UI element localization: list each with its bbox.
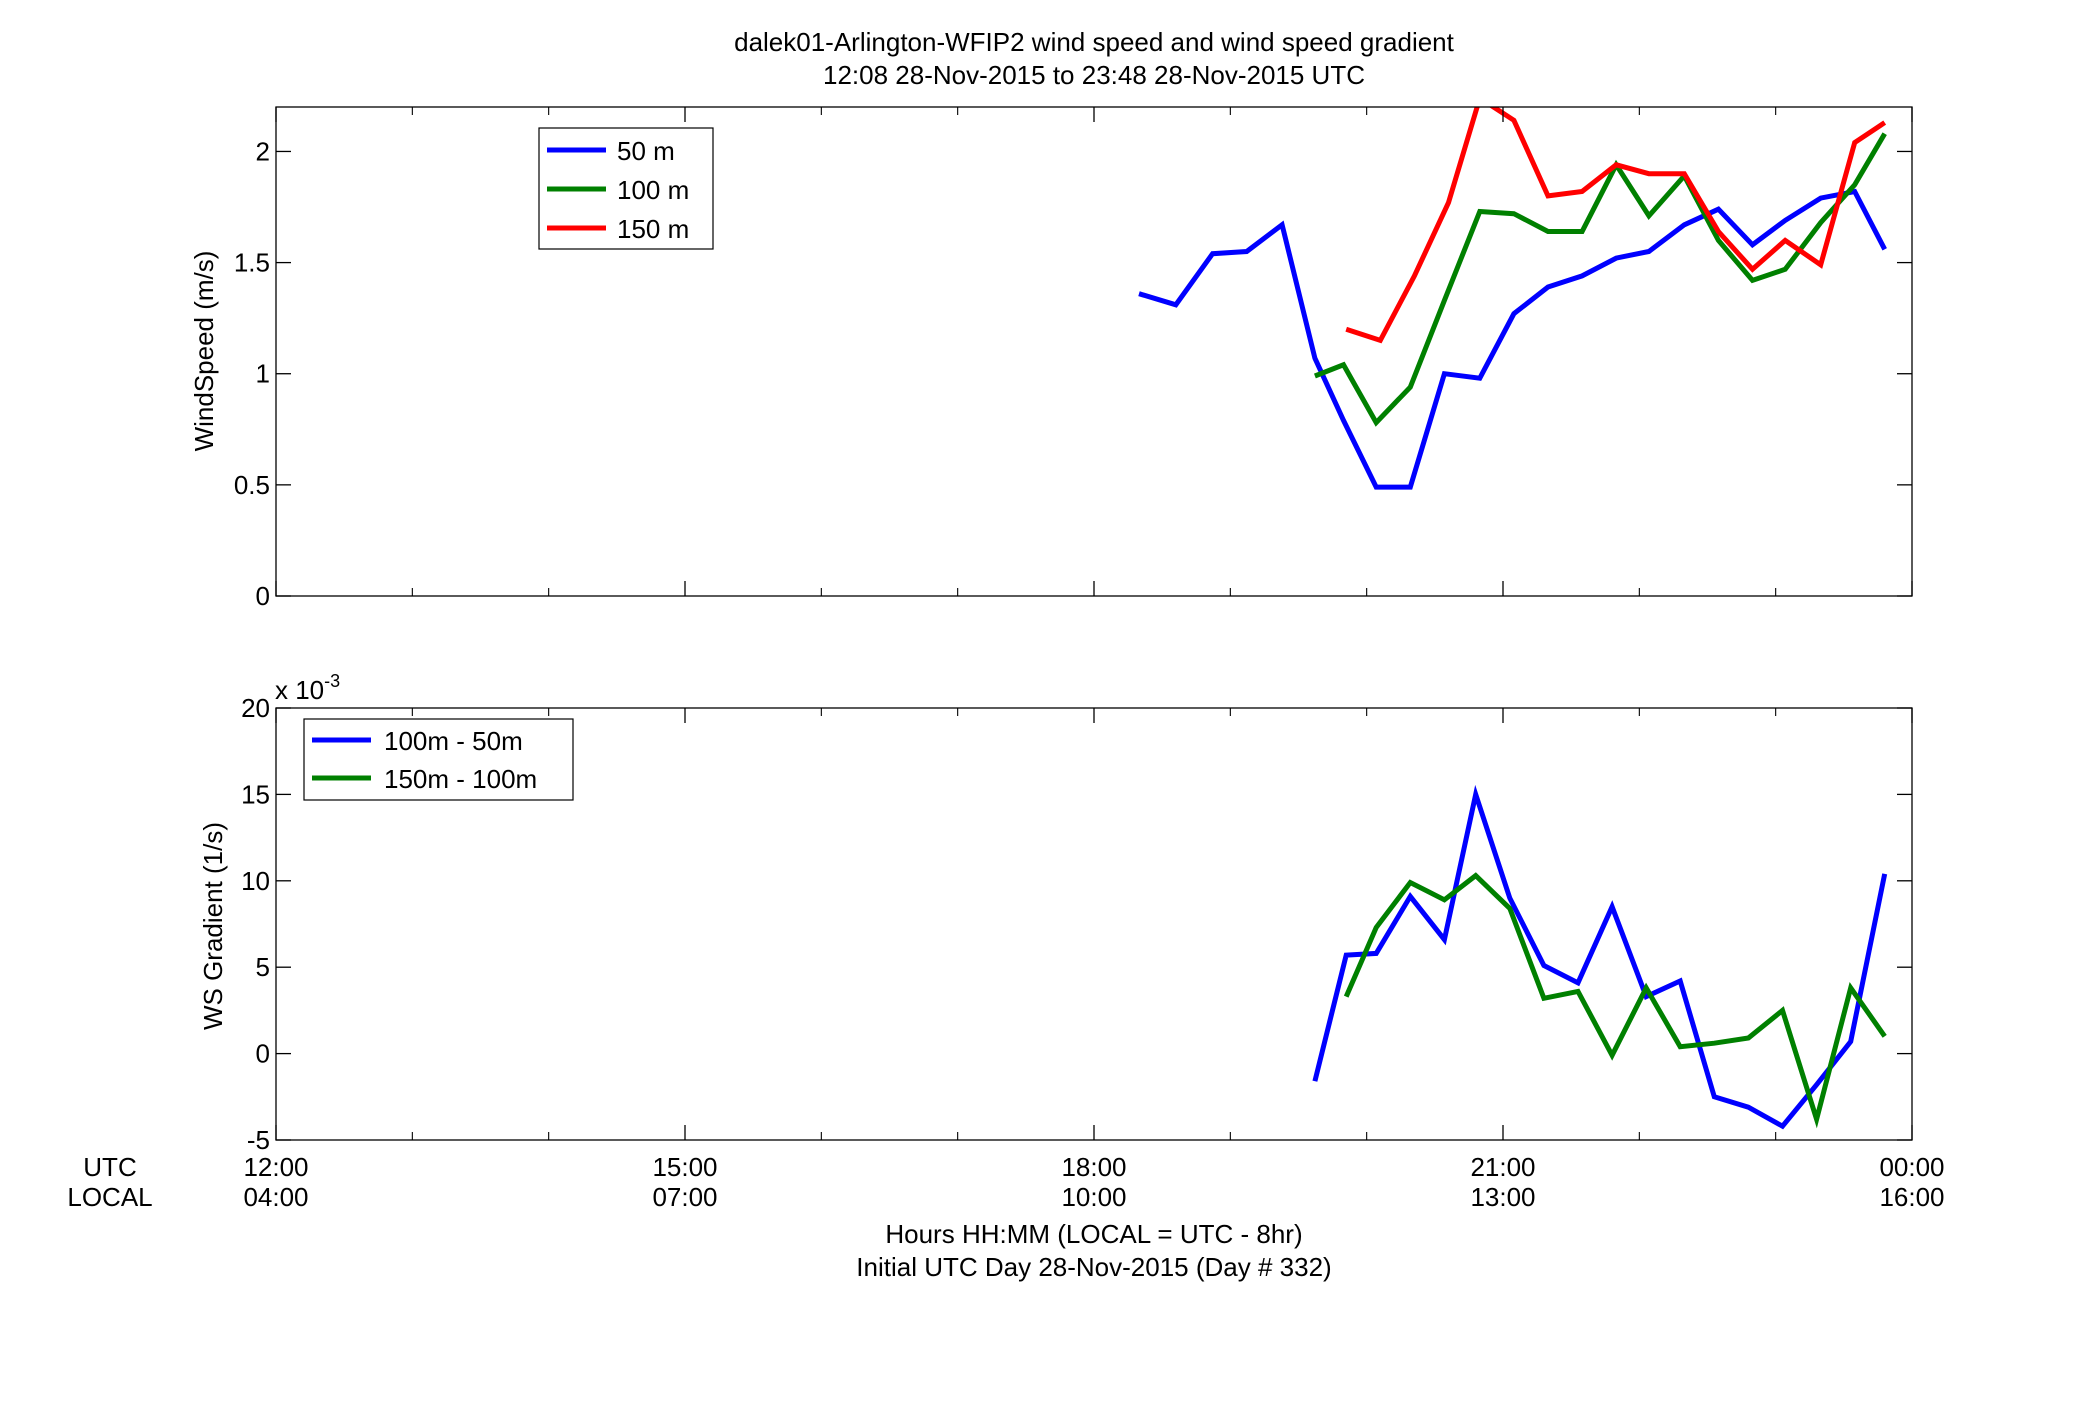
x-tick-label-local: 07:00 — [652, 1182, 717, 1212]
gradient-exponent-base: x 10 — [275, 675, 324, 705]
windspeed-y-tick-label: 1.5 — [234, 248, 270, 278]
legend-label-150m: 150 m — [617, 214, 689, 244]
windspeed-y-tick-label: 2 — [256, 136, 270, 166]
xlabel-line1: Hours HH:MM (LOCAL = UTC - 8hr) — [885, 1219, 1302, 1249]
gradient-series-line-0 — [1312, 784, 1888, 1130]
windspeed-series-line-1 — [1313, 132, 1887, 427]
legend-label-100m: 100 m — [617, 175, 689, 205]
chart-title-line1: dalek01-Arlington-WFIP2 wind speed and w… — [734, 27, 1455, 57]
x-tick-label-local: 16:00 — [1879, 1182, 1944, 1212]
gradient-y-tick-label: 0 — [256, 1039, 270, 1069]
windspeed-y-tick-label: 0.5 — [234, 470, 270, 500]
windspeed-y-tick-label: 1 — [256, 359, 270, 389]
gradient-y-tick-label: -5 — [247, 1125, 270, 1155]
x-tick-label-utc: 15:00 — [652, 1152, 717, 1182]
x-tick-label-local: 13:00 — [1470, 1182, 1535, 1212]
gradient-legend-box — [303, 718, 574, 801]
gradient-ylabel: WS Gradient (1/s) — [198, 822, 228, 1030]
legend-label-50m: 50 m — [617, 136, 675, 166]
xlabel-line2: Initial UTC Day 28-Nov-2015 (Day # 332) — [856, 1252, 1331, 1282]
gradient-x-ticks — [275, 708, 1913, 1140]
windspeed-ylabel: WindSpeed (m/s) — [189, 251, 219, 452]
windspeed-series-group — [1138, 107, 1887, 490]
gradient-legend: 100m - 50m 150m - 100m — [303, 718, 574, 801]
legend-label-100m-50m: 100m - 50m — [384, 726, 523, 756]
gradient-exponent-label: x 10-3 — [275, 671, 340, 705]
row-label-local: LOCAL — [67, 1182, 152, 1212]
windspeed-legend: 50 m 100 m 150 m — [538, 127, 714, 250]
gradient-y-tick-label: 10 — [241, 866, 270, 896]
legend-label-150m-100m: 150m - 100m — [384, 764, 537, 794]
x-tick-label-utc: 18:00 — [1061, 1152, 1126, 1182]
x-tick-label-local: 04:00 — [243, 1182, 308, 1212]
gradient-y-tick-label: 5 — [256, 952, 270, 982]
windspeed-plot-area — [276, 107, 1912, 596]
chart-title-line2: 12:08 28-Nov-2015 to 23:48 28-Nov-2015 U… — [823, 60, 1365, 90]
x-tick-label-utc: 12:00 — [243, 1152, 308, 1182]
gradient-series-group — [1312, 784, 1888, 1130]
x-tick-label-local: 10:00 — [1061, 1182, 1126, 1212]
row-label-utc: UTC — [83, 1152, 136, 1182]
windspeed-x-ticks — [275, 107, 1913, 596]
gradient-panel: -5 0 5 10 15 20 WS Gradient (1/s) x 10-3 100m… — [198, 671, 1913, 1155]
windspeed-panel: 0 0.5 1 1.5 2 WindSpeed (m/s) 50 m 100 m 150… — [189, 106, 1913, 611]
x-tick-label-utc: 00:00 — [1879, 1152, 1944, 1182]
windspeed-y-ticks: 0 0.5 1 1.5 2 — [234, 136, 1912, 611]
x-tick-label-utc: 21:00 — [1470, 1152, 1535, 1182]
gradient-y-ticks: -5 0 5 10 15 20 — [241, 693, 1912, 1155]
gradient-exponent-power: -3 — [324, 671, 340, 691]
gradient-y-tick-label: 20 — [241, 693, 270, 723]
windspeed-y-tick-label: 0 — [256, 581, 270, 611]
gradient-y-tick-label: 15 — [241, 779, 270, 809]
